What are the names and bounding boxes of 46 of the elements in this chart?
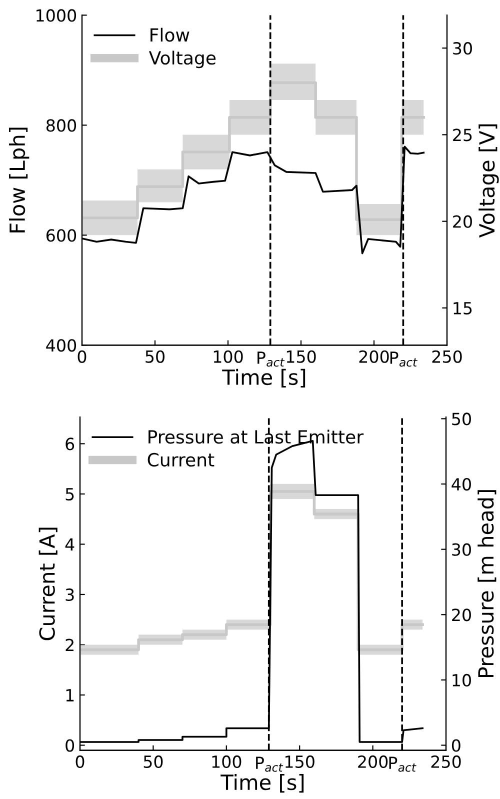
x-tick-label: 200 [358, 755, 388, 768]
y-tick-label: 600 [46, 229, 76, 242]
y-tick-label: 5 [66, 488, 74, 501]
y-tick-label: 2 [66, 638, 74, 652]
y-tick-label: 1000 [36, 9, 76, 22]
x-tick-label: 100 [212, 755, 242, 768]
y-axis-title: Flow [Lph] [9, 128, 30, 232]
y2-tick-label: 50 [452, 412, 471, 426]
y-tick-label: 6 [66, 438, 74, 450]
y-tick-label: 400 [46, 339, 76, 352]
x-tick-label: 100 [214, 350, 243, 363]
y2-axis-title: Voltage [V] [478, 124, 499, 238]
ref-line-label: P$_{act}$ [389, 756, 416, 772]
ref-line-label: P$_{act}$ [256, 756, 284, 772]
x-tick-label: 50 [146, 350, 164, 363]
y2-tick-label: 10 [452, 674, 471, 686]
y-tick-label: 4 [65, 538, 74, 551]
legend-label: Flow [150, 28, 190, 42]
x-tick-label: 150 [286, 350, 316, 363]
y2-tick-label: 15 [454, 302, 472, 314]
y-tick-label: 1 [66, 689, 74, 702]
y2-tick-label: 25 [453, 128, 472, 142]
ref-line-label: P$_{act}$ [390, 352, 418, 367]
x-tick-label: 0 [78, 350, 86, 363]
legend-label: Pressure at Last Emitter [148, 430, 364, 444]
y2-tick-label: 20 [453, 215, 472, 228]
ref-line-label: P$_{act}$ [258, 352, 285, 367]
y2-tick-label: 30 [453, 42, 472, 55]
legend-label: Current [148, 452, 214, 467]
legend-label: Voltage [148, 50, 216, 68]
x-axis-title: Time [s] [222, 368, 306, 388]
y-tick-label: 800 [46, 119, 76, 132]
y2-axis-title: Pressure [m head] [478, 490, 496, 677]
y-tick-label: 3 [66, 588, 74, 602]
y-tick-label: 0 [66, 739, 74, 752]
y2-tick-label: 20 [452, 608, 471, 622]
y2-tick-label: 40 [452, 478, 471, 491]
x-tick-label: 200 [359, 350, 389, 363]
y2-tick-label: 0 [452, 739, 460, 752]
x-tick-label: 250 [431, 755, 461, 768]
y2-tick-label: 30 [452, 543, 471, 556]
x-tick-label: 150 [286, 755, 314, 768]
x-tick-label: 250 [432, 350, 462, 363]
x-axis-title: Time [s] [220, 774, 304, 793]
y-axis-title: Current [A] [38, 528, 58, 640]
x-tick-label: 50 [144, 755, 163, 768]
